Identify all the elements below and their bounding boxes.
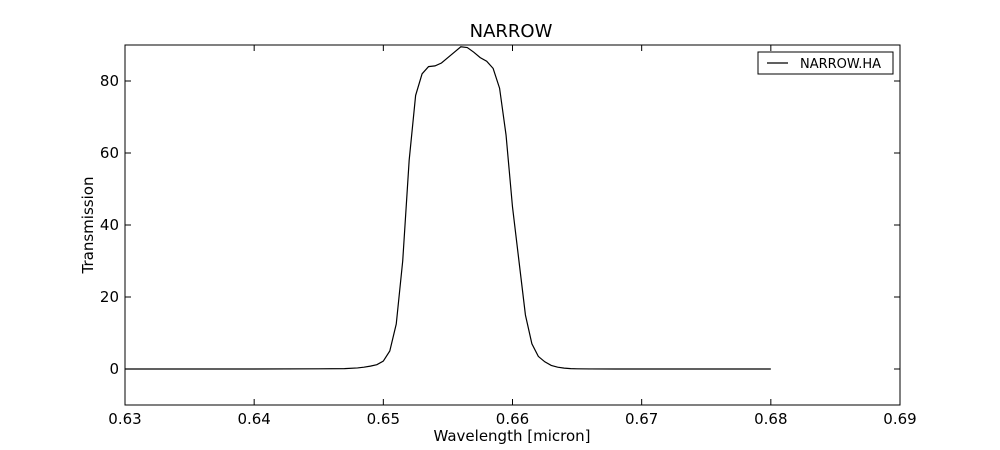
x-axis-label: Wavelength [micron] <box>433 427 590 445</box>
y-tick-label: 60 <box>100 144 119 162</box>
x-tick-label: 0.65 <box>367 410 400 428</box>
x-axis: 0.63 0.64 0.65 0.66 0.67 0.68 0.69 <box>108 45 917 428</box>
y-axis: 0 20 40 60 80 <box>100 72 900 378</box>
chart-title: NARROW <box>470 21 553 42</box>
series-line-narrow-ha <box>125 46 771 370</box>
y-axis-label: Transmission <box>79 177 97 275</box>
legend-box <box>757 51 894 75</box>
x-tick-label: 0.66 <box>496 410 529 428</box>
y-tick-label: 80 <box>100 72 119 90</box>
legend-label: NARROW.HA <box>800 57 881 72</box>
y-tick-label: 40 <box>100 216 119 234</box>
y-tick-label: 0 <box>109 360 119 378</box>
plot-area <box>124 44 901 406</box>
x-tick-label: 0.68 <box>754 410 787 428</box>
x-tick-label: 0.64 <box>237 410 270 428</box>
x-tick-label: 0.67 <box>625 410 658 428</box>
y-tick-label: 20 <box>100 288 119 306</box>
legend: NARROW.HA <box>757 51 894 75</box>
x-tick-label: 0.63 <box>108 410 141 428</box>
x-tick-label: 0.69 <box>883 410 916 428</box>
